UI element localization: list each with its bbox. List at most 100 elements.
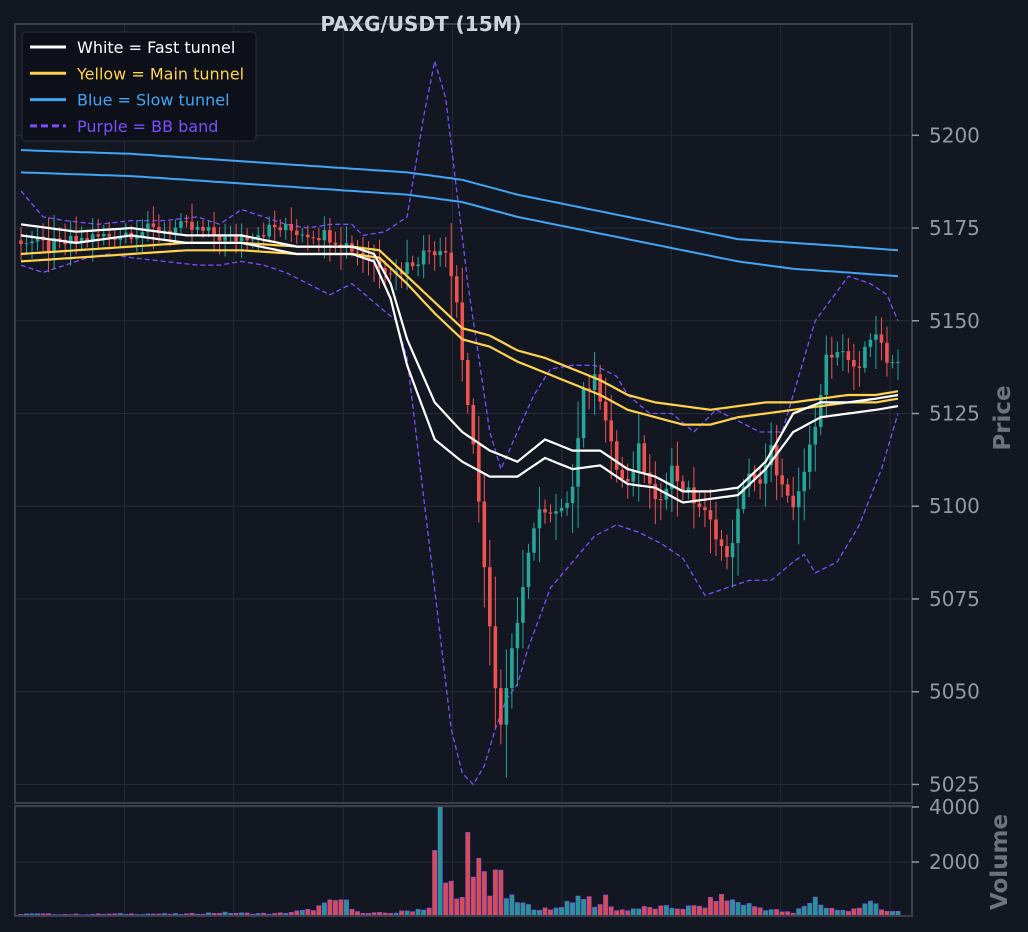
candle-body xyxy=(730,543,735,558)
candle-body xyxy=(780,475,784,485)
volume-bar xyxy=(691,905,697,917)
volume-bar xyxy=(663,905,669,917)
fast-tunnel-lower xyxy=(20,234,899,504)
candle-body xyxy=(659,499,663,501)
candle-body xyxy=(328,230,332,243)
candle-body xyxy=(256,235,260,240)
volume-bar xyxy=(459,897,465,917)
volume-bar xyxy=(592,906,598,917)
volume-bar xyxy=(641,906,647,917)
candle-body xyxy=(272,224,277,228)
volume-bar xyxy=(514,902,520,917)
volume-bar xyxy=(696,905,702,917)
candle-body xyxy=(372,259,376,261)
volume-bar xyxy=(796,908,802,917)
volume-bar xyxy=(856,907,862,917)
volume-bar xyxy=(680,908,686,917)
candle-body xyxy=(432,251,437,256)
volume-bar xyxy=(741,904,747,917)
volume-bar xyxy=(426,907,432,917)
candle-body xyxy=(300,234,305,236)
legend-items: White = Fast tunnel Yellow = Main tunnel B… xyxy=(30,38,244,136)
candle-body xyxy=(670,465,674,489)
candle-body xyxy=(857,366,862,368)
candle-body xyxy=(421,250,426,265)
volume-tick-label: 4000 xyxy=(929,795,980,819)
candle-body xyxy=(493,626,498,689)
candle-body xyxy=(863,346,867,368)
volume-bar xyxy=(823,907,829,917)
candle-body xyxy=(482,501,487,568)
candle-body xyxy=(697,503,702,508)
candle-body xyxy=(537,509,542,529)
candle-body xyxy=(510,648,514,688)
candle-body xyxy=(603,401,608,421)
volume-bar xyxy=(432,850,438,917)
candle-body xyxy=(201,226,205,231)
candle-body xyxy=(807,444,812,472)
candle-body xyxy=(559,507,564,512)
candle-body xyxy=(681,481,685,493)
candle-body xyxy=(499,688,503,725)
candle-body xyxy=(195,226,200,230)
candle-body xyxy=(830,354,834,358)
legend-label: Purple = BB band xyxy=(77,117,218,136)
volume-bar xyxy=(801,906,807,917)
candle-body xyxy=(774,445,779,476)
candle-body xyxy=(223,234,227,241)
price-tick-label: 5025 xyxy=(929,772,980,796)
candle-body xyxy=(714,519,718,540)
candle-body xyxy=(267,224,272,237)
volume-bar xyxy=(476,858,482,917)
volume-y-ticks: 2000 4000 xyxy=(912,795,980,874)
candle-body xyxy=(322,230,327,241)
volume-bar xyxy=(702,907,708,917)
candle-body xyxy=(703,507,707,511)
candle-body xyxy=(769,445,773,466)
volume-bar xyxy=(652,908,658,917)
candle-body xyxy=(85,238,89,242)
candle-body xyxy=(289,223,294,231)
candle-body xyxy=(317,238,321,241)
volume-axes-frame xyxy=(14,805,913,917)
volume-bar xyxy=(305,909,311,917)
volume-bar xyxy=(735,902,741,917)
volume-bar xyxy=(520,902,526,917)
candle-body xyxy=(741,486,746,510)
volume-bar xyxy=(448,880,454,917)
candle-body xyxy=(675,465,680,482)
volume-bar xyxy=(818,904,824,917)
candle-body xyxy=(90,234,95,242)
price-tick-label: 5150 xyxy=(929,309,980,333)
candle-body xyxy=(752,473,757,480)
price-tick-label: 5125 xyxy=(929,402,980,426)
volume-bar xyxy=(343,899,349,917)
candle-body xyxy=(101,233,106,237)
candle-body xyxy=(874,334,878,340)
slow-tunnel-upper xyxy=(20,149,899,252)
candle-body xyxy=(642,443,647,473)
candle-body xyxy=(449,252,454,277)
candle-body xyxy=(758,479,762,484)
volume-bar xyxy=(581,899,587,917)
volume-bar xyxy=(338,899,344,917)
candle-body xyxy=(868,339,873,347)
volume-bar xyxy=(321,902,327,917)
volume-bar xyxy=(746,903,752,917)
legend-label: White = Fast tunnel xyxy=(77,38,235,57)
candle-body xyxy=(565,502,569,508)
candle-body xyxy=(796,491,801,508)
volume-bar xyxy=(443,882,449,917)
volume-bar xyxy=(812,896,818,917)
volume-bar xyxy=(564,901,570,917)
candle-body xyxy=(526,552,531,588)
candle-body xyxy=(79,238,84,243)
volume-bar xyxy=(713,900,719,917)
candle-body xyxy=(234,234,238,241)
volume-bar xyxy=(674,908,680,917)
volume-bar xyxy=(437,805,443,917)
main-tunnel-lower xyxy=(20,249,899,426)
candle-body xyxy=(140,232,145,237)
volume-bar xyxy=(658,905,664,917)
